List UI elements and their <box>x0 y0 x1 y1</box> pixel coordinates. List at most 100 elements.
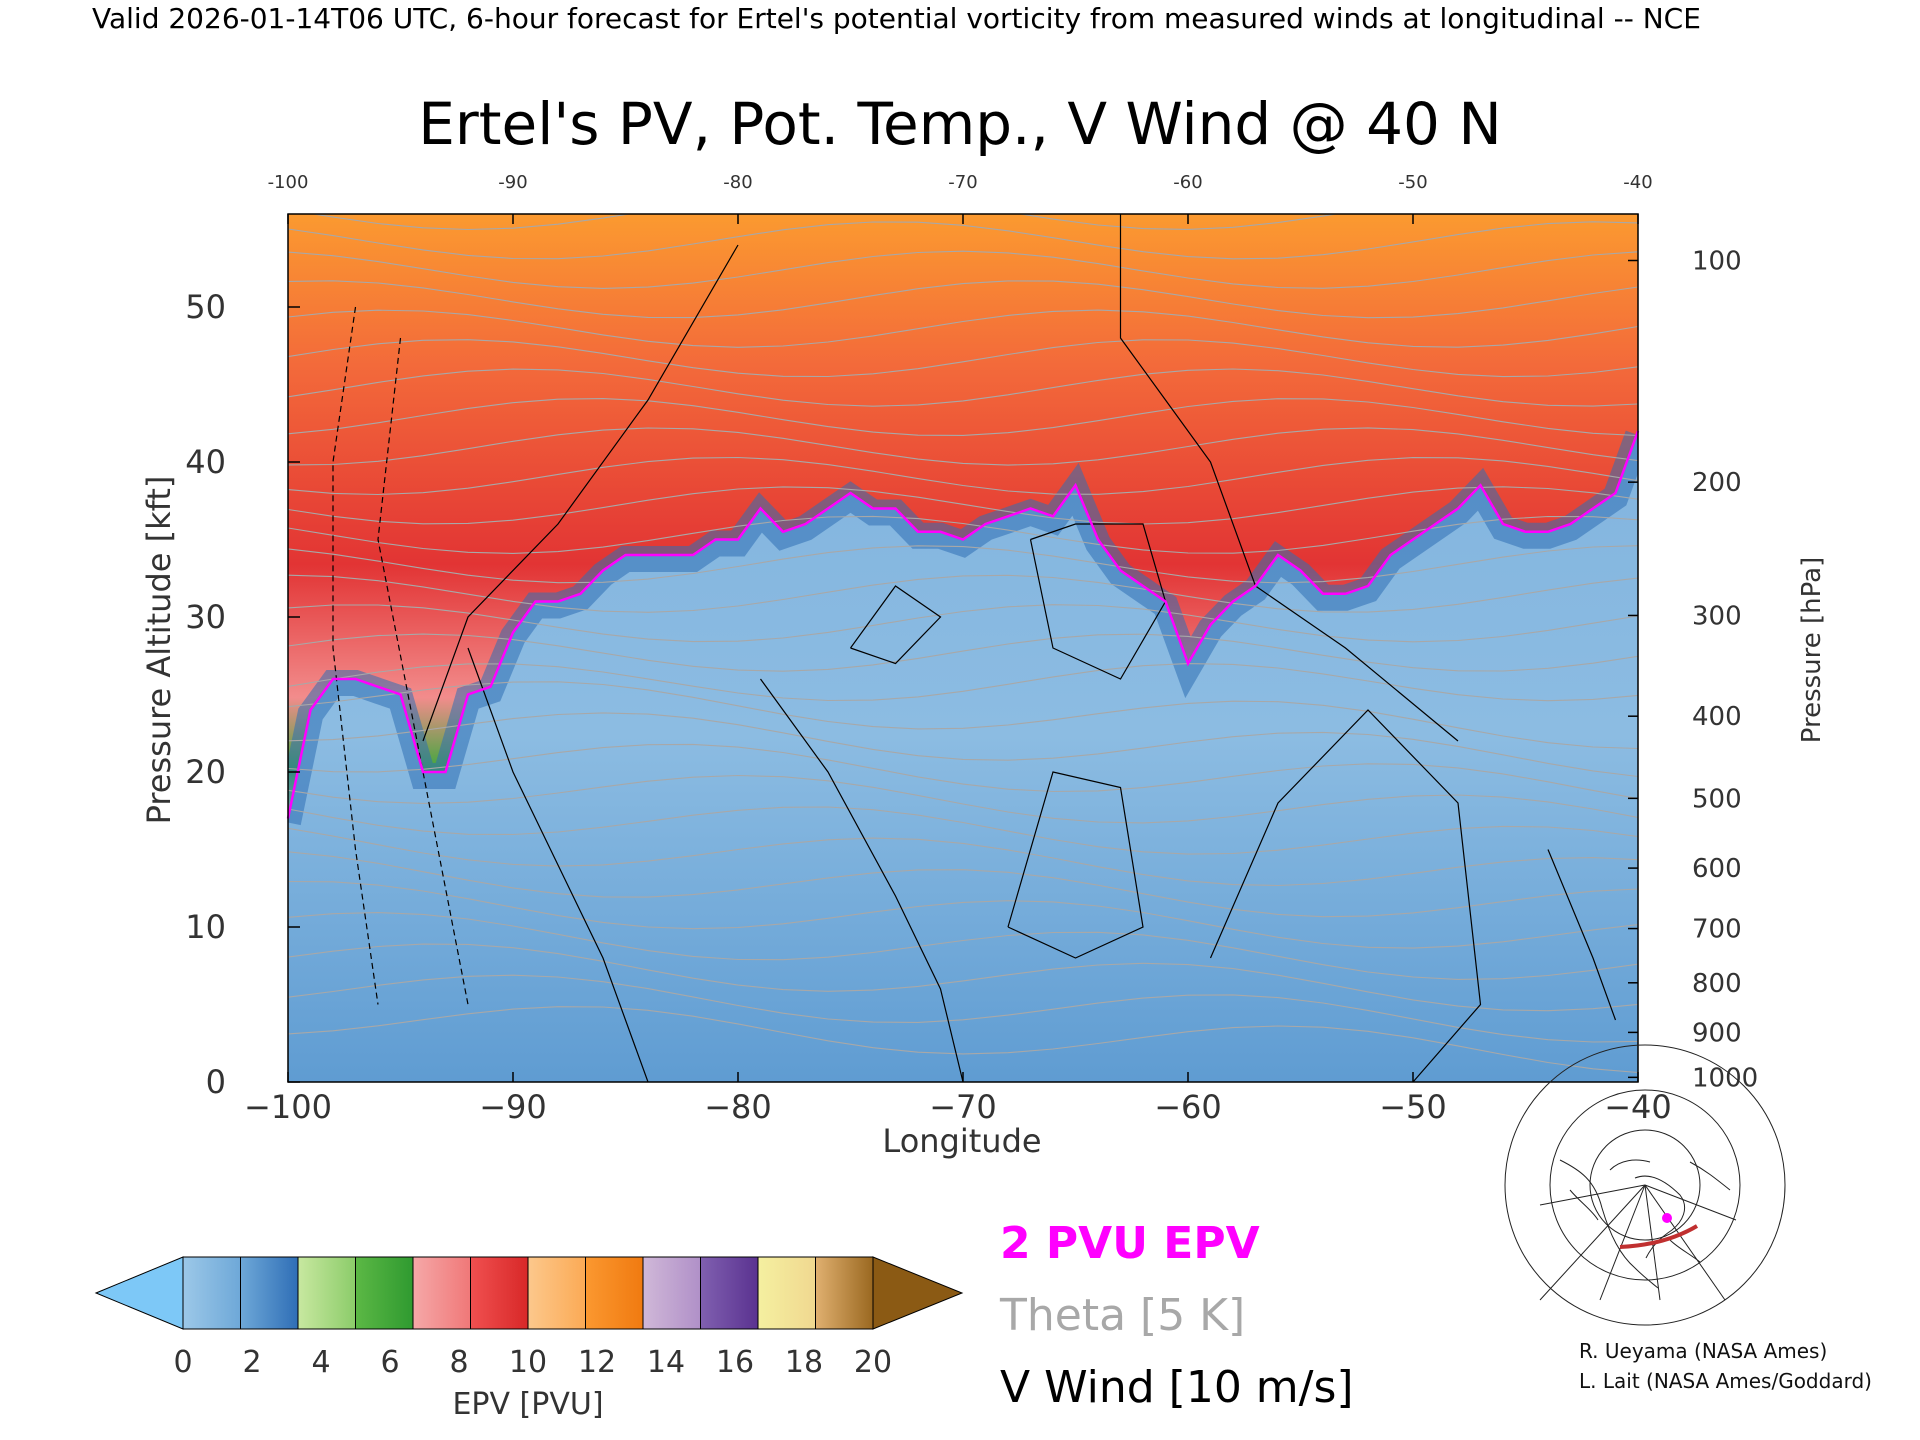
colorbar-band <box>700 1256 759 1330</box>
north-america-polar-map-icon <box>1504 1044 1786 1326</box>
x-tick-label: −70 <box>929 1088 997 1126</box>
theta-contour <box>288 633 1638 672</box>
stratosphere-region <box>288 214 1638 819</box>
pressure-tick-label: 100 <box>1692 247 1742 277</box>
pressure-tick-label: 800 <box>1692 969 1742 999</box>
legend-wind: V Wind [10 m/s] <box>1000 1362 1354 1413</box>
pressure-tick-label: 300 <box>1692 601 1742 631</box>
colorbar-tick-label: 0 <box>173 1345 192 1380</box>
colorbar-tick-label: 6 <box>380 1345 399 1380</box>
theta-contour <box>288 604 1638 643</box>
colorbar-label: EPV [PVU] <box>452 1387 603 1422</box>
theta-contour <box>288 827 1638 887</box>
y-tick-label: 0 <box>206 1063 226 1101</box>
x-top-tick-label: -50 <box>1398 172 1427 193</box>
theta-contour <box>310 214 1340 231</box>
wind-contour-negative <box>377 337 469 1005</box>
theta-contour <box>288 943 1638 1012</box>
x-tick-label: −100 <box>244 1088 332 1126</box>
theta-contour <box>288 368 1638 407</box>
pressure-tick-label: 900 <box>1692 1018 1742 1048</box>
theta-contour <box>288 663 1638 702</box>
colorbar-over-arrow <box>872 1256 964 1330</box>
y-tick-label: 10 <box>185 908 226 946</box>
theta-contours <box>288 214 1638 1074</box>
colorbar-band <box>527 1256 586 1330</box>
axes: −100 -100 −90 -90 −80 -80 −70 -70 −60 -60 −50 -50 −4… <box>185 172 1758 1126</box>
x-top-tick-label: -100 <box>268 172 309 193</box>
wind-contour <box>1209 709 1482 1082</box>
theta-contour <box>288 574 1638 613</box>
wind-contour <box>422 244 739 742</box>
colorbar-band <box>412 1256 471 1330</box>
wind-contour <box>467 647 649 1082</box>
x-top-tick-label: -70 <box>948 172 977 193</box>
chart-title: Ertel's PV, Pot. Temp., V Wind @ 40 N <box>418 90 1501 158</box>
theta-contour <box>288 851 1638 918</box>
theta-contour <box>288 456 1638 496</box>
colorbar-band <box>470 1256 529 1330</box>
theta-contour <box>288 280 1638 319</box>
colorbar-tick-label: 14 <box>647 1345 685 1380</box>
colorbar-band <box>642 1256 701 1330</box>
wind-contour <box>760 678 964 1082</box>
wind-contour <box>1547 849 1617 1021</box>
theta-contour <box>288 743 1638 800</box>
colorbar-band <box>240 1256 299 1330</box>
colorbar-band <box>182 1256 241 1330</box>
y2-axis-label: Pressure [hPa] <box>1797 557 1827 744</box>
wind-contours <box>332 214 1617 1082</box>
pv-field <box>288 214 1638 826</box>
x-top-tick-label: -90 <box>498 172 527 193</box>
colorbar-tick-label: 12 <box>578 1345 616 1380</box>
colorbar-tick-label: 2 <box>242 1345 261 1380</box>
theta-contour <box>288 339 1638 378</box>
theta-contour <box>288 774 1638 824</box>
colorbar-band <box>757 1256 816 1330</box>
theta-contour <box>288 221 1638 260</box>
wind-contour <box>1007 771 1144 959</box>
theta-contour <box>288 309 1638 348</box>
colorbar-tick-label: 20 <box>854 1345 892 1380</box>
y-tick-label: 20 <box>185 753 226 791</box>
colorbar-tick-label: 16 <box>716 1345 754 1380</box>
x-top-tick-label: -80 <box>723 172 752 193</box>
tropopause-shading <box>288 430 1638 826</box>
colorbar-band <box>585 1256 644 1330</box>
y-axis-label: Pressure Altitude [kft] <box>140 476 178 825</box>
colorbar-under-arrow <box>94 1256 184 1330</box>
x-tick-label: −80 <box>704 1088 772 1126</box>
theta-contour <box>288 974 1638 1043</box>
pressure-tick-label: 200 <box>1692 468 1742 498</box>
credit-line-1: R. Ueyama (NASA Ames) <box>1579 1339 1827 1363</box>
colorbar-band <box>297 1256 356 1330</box>
theta-contour <box>288 712 1638 778</box>
legend-theta: Theta [5 K] <box>999 1290 1245 1341</box>
credit-line-2: L. Lait (NASA Ames/Goddard) <box>1579 1369 1872 1393</box>
x-top-tick-label: -40 <box>1623 172 1652 193</box>
colorbar-tick-label: 18 <box>785 1345 823 1380</box>
wind-contour <box>1119 214 1459 742</box>
y-tick-label: 40 <box>185 443 226 481</box>
theta-contour <box>288 912 1638 980</box>
theta-contour <box>288 681 1638 750</box>
x-tick-label: −50 <box>1379 1088 1447 1126</box>
y-tick-label: 30 <box>185 598 226 636</box>
colorbar-tick-label: 8 <box>449 1345 468 1380</box>
x-axis-label: Longitude <box>882 1122 1041 1160</box>
x-top-tick-label: -60 <box>1173 172 1202 193</box>
theta-contour <box>288 427 1638 466</box>
pressure-tick-label: 600 <box>1692 854 1742 884</box>
pressure-tick-label: 700 <box>1692 915 1742 945</box>
theta-contour <box>288 806 1638 855</box>
theta-contour <box>288 398 1638 437</box>
theta-contour <box>288 250 1638 289</box>
pressure-tick-label: 500 <box>1692 784 1742 814</box>
theta-contour <box>288 486 1638 525</box>
x-tick-label: −90 <box>479 1088 547 1126</box>
legend: 2 PVU EPV Theta [5 K] V Wind [10 m/s] <box>999 1218 1354 1413</box>
colorbar-tick-label: 10 <box>509 1345 547 1380</box>
pressure-tick-label: 400 <box>1692 702 1742 732</box>
theta-contour <box>288 1006 1638 1074</box>
